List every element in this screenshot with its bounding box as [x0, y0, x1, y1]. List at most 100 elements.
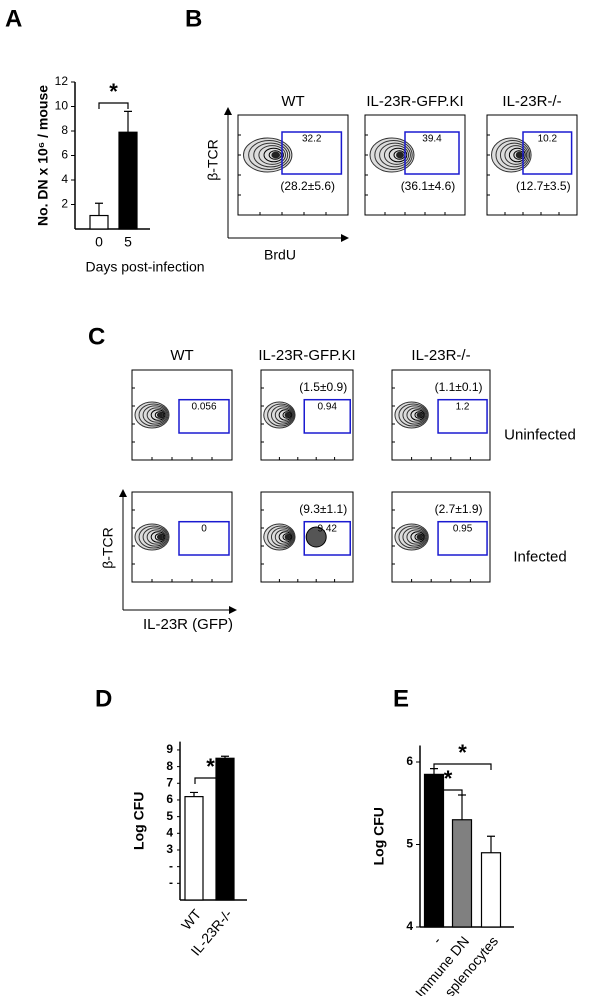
contour [508, 147, 526, 163]
x-tick-label: 0 [95, 234, 103, 250]
gate-value: 1.2 [456, 401, 470, 412]
contour [154, 411, 165, 419]
x-tick-label: WT [178, 906, 205, 933]
contour [282, 411, 292, 419]
contour [263, 147, 284, 163]
contour-core [396, 151, 404, 159]
contour [243, 137, 293, 173]
contour [248, 140, 291, 170]
bar [89, 214, 109, 230]
contour [154, 533, 165, 541]
x-axis-title: BrdU [264, 247, 296, 263]
gate [303, 398, 351, 434]
x-axis-title: IL-23R (GFP) [143, 616, 233, 633]
gate-value: 0.95 [453, 523, 473, 534]
gate [178, 520, 230, 556]
contour [146, 407, 167, 423]
y-tick-label: - [169, 875, 173, 889]
gate-value: 9.42 [318, 523, 338, 534]
y-tick-label: 6 [61, 148, 68, 162]
contour [138, 525, 169, 549]
contour [278, 409, 293, 421]
contour-core [271, 151, 281, 159]
y-tick-label: 7 [166, 775, 173, 789]
bar [423, 773, 445, 928]
y-axis-title: β-TCR [205, 139, 221, 181]
contour [383, 145, 410, 165]
contour [398, 403, 428, 427]
significance-bracket [433, 763, 492, 770]
panel-letter: C [88, 323, 105, 350]
error-bar [487, 835, 495, 853]
contour [410, 531, 425, 543]
y-axis-title: No. DN x 10⁶ / mouse [35, 85, 51, 226]
contour-core [515, 151, 523, 159]
y-tick-label: 4 [406, 919, 413, 933]
gate-mean: (1.5±0.9) [299, 380, 347, 394]
contour [282, 533, 292, 541]
error-bar [221, 755, 229, 759]
contour [305, 526, 327, 548]
y-tick-label: 4 [61, 172, 68, 186]
gate [437, 398, 488, 434]
panel-letter: B [185, 5, 202, 32]
contour-core [284, 412, 291, 418]
contour [267, 403, 295, 427]
gate-mean: (28.2±5.6) [280, 179, 335, 193]
column-title: WT [170, 347, 193, 364]
panel-letter: E [393, 685, 409, 712]
significance-bracket [194, 777, 227, 784]
x-axis-title: Days post-infection [85, 259, 204, 275]
contour [274, 407, 294, 423]
y-tick-label: 6 [166, 792, 173, 806]
gate-value: 10.2 [538, 134, 558, 145]
contour [138, 403, 169, 427]
gate-mean: (1.1±0.1) [435, 380, 483, 394]
x-tick-label: 5 [124, 234, 132, 250]
contour [374, 140, 413, 170]
contour [499, 142, 529, 168]
contour [398, 525, 428, 549]
significance-bracket [433, 789, 463, 796]
column-title: IL-23R-/- [411, 347, 470, 364]
gate-mean: (36.1±4.6) [401, 179, 456, 193]
bar [451, 819, 473, 928]
y-axis-title: β-TCR [100, 527, 116, 569]
contour [253, 142, 289, 168]
y-tick-label: 5 [406, 837, 413, 851]
significance-mark: * [206, 754, 215, 779]
contour-core [156, 534, 164, 540]
panel-letter: A [5, 5, 22, 32]
contour [274, 529, 294, 545]
gate-value: 32.2 [302, 134, 322, 145]
y-tick-label: 4 [166, 825, 173, 839]
contour [410, 409, 425, 421]
error-bar [190, 791, 198, 797]
significance-mark: * [458, 740, 467, 765]
y-tick-label: - [169, 859, 173, 873]
panel-letter: D [95, 685, 112, 712]
contour [270, 405, 294, 425]
gate [437, 520, 488, 556]
contour [406, 529, 426, 545]
contour [414, 411, 424, 419]
bar [215, 757, 235, 901]
contour [414, 533, 424, 541]
contour [402, 405, 427, 425]
x-tick-label: - [429, 933, 444, 947]
contour [504, 145, 528, 165]
significance-bracket [98, 102, 129, 109]
contour [402, 527, 427, 547]
error-bar [124, 110, 132, 133]
column-title: WT [281, 93, 304, 110]
contour [369, 137, 415, 173]
contour [379, 142, 411, 168]
contour [513, 150, 525, 160]
y-tick-label: 9 [166, 742, 173, 756]
contour [495, 140, 531, 170]
y-tick-label: 8 [166, 759, 173, 773]
y-tick-label: 6 [406, 754, 413, 768]
contour [150, 531, 166, 543]
contour [278, 531, 293, 543]
gate-value: 0 [201, 523, 207, 534]
